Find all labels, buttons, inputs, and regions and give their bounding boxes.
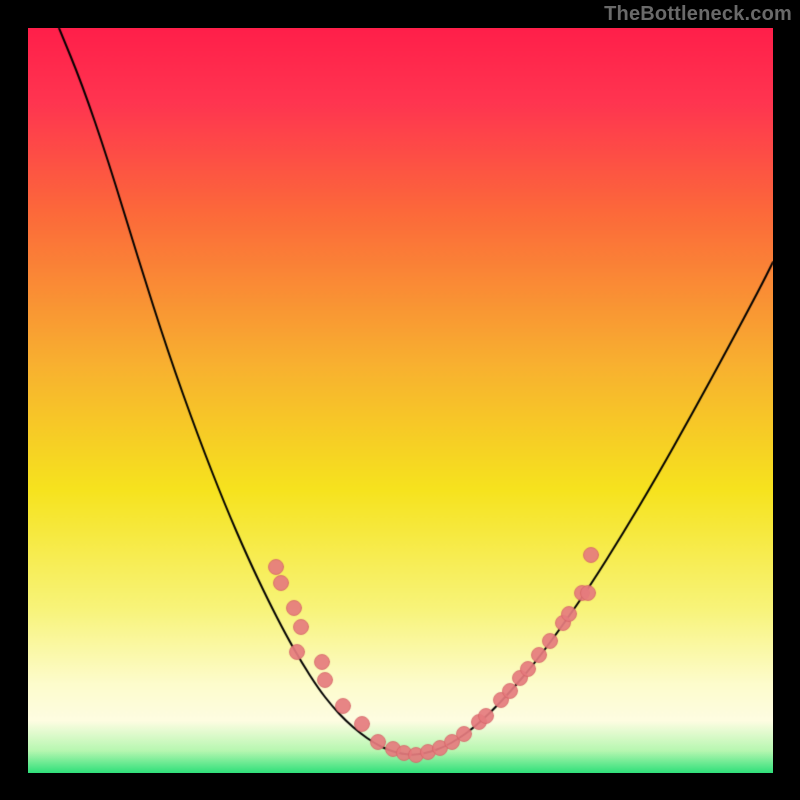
chart-root: TheBottleneck.com [0,0,800,800]
curve-layer [0,0,800,800]
watermark-text: TheBottleneck.com [604,3,792,26]
